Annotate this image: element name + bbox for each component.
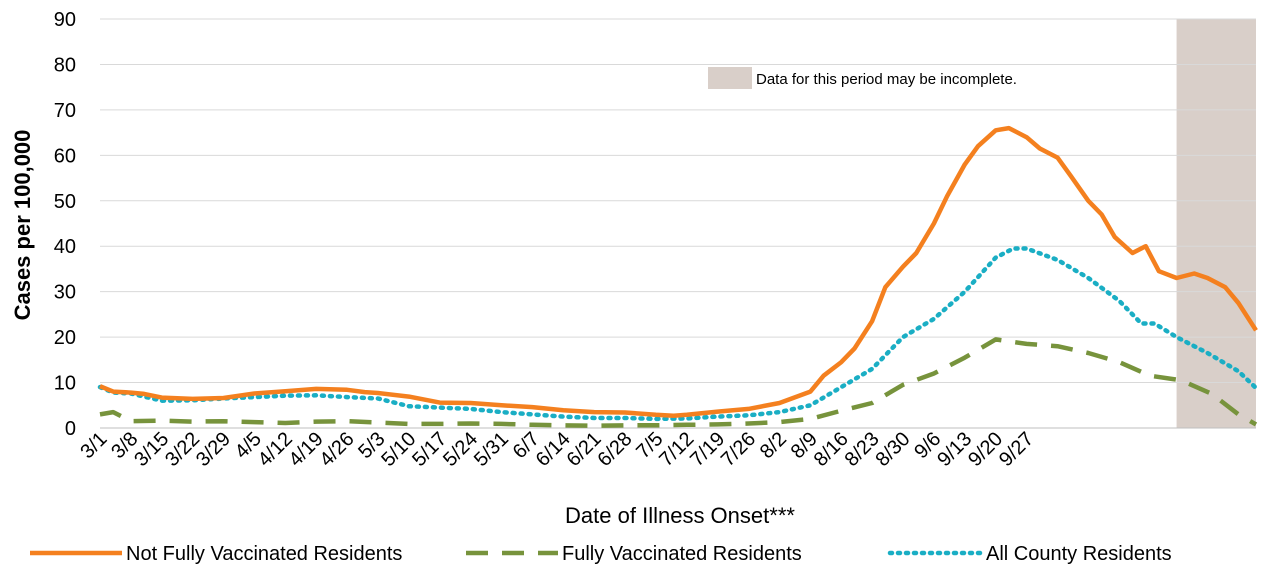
x-tick-label: 7/26 xyxy=(717,428,760,471)
y-tick-label: 0 xyxy=(65,418,76,440)
legend: Not Fully Vaccinated Residents Fully Vacc… xyxy=(30,543,1172,565)
series-line-2 xyxy=(97,246,1259,422)
x-tick-label: 5/31 xyxy=(470,428,513,471)
x-tick-label: 4/26 xyxy=(316,428,359,471)
x-tick-label: 8/30 xyxy=(871,428,914,471)
y-axis-label: Cases per 100,000 xyxy=(10,130,35,321)
incomplete-period-shading xyxy=(1176,19,1256,428)
series-line-0 xyxy=(99,125,1258,418)
x-tick-label: 3/1 xyxy=(76,428,111,463)
gridlines xyxy=(100,18,1256,429)
y-tick-label: 80 xyxy=(54,54,76,76)
y-tick-label: 50 xyxy=(54,191,76,213)
x-tick-label: 6/28 xyxy=(593,428,636,471)
x-tick-label: 3/29 xyxy=(192,428,235,471)
y-tick-label: 60 xyxy=(54,145,76,167)
x-axis-ticks: 3/13/83/153/223/294/54/124/194/265/35/10… xyxy=(76,428,1038,471)
y-tick-label: 90 xyxy=(54,9,76,31)
shaded-note-swatch xyxy=(708,67,752,89)
y-axis-ticks: 0 10 20 30 40 50 60 70 80 90 xyxy=(54,9,76,440)
y-tick-label: 10 xyxy=(54,373,76,395)
legend-label-1: Fully Vaccinated Residents xyxy=(562,543,802,565)
x-axis-label: Date of Illness Onset*** xyxy=(565,503,795,528)
y-tick-label: 20 xyxy=(54,327,76,349)
shaded-region xyxy=(1176,19,1256,428)
shaded-note: Data for this period may be incomplete. xyxy=(708,67,1017,89)
y-tick-label: 70 xyxy=(54,100,76,122)
legend-label-2: All County Residents xyxy=(986,543,1172,565)
x-tick-label: 8/2 xyxy=(756,428,791,463)
y-tick-label: 40 xyxy=(54,236,76,258)
legend-label-0: Not Fully Vaccinated Residents xyxy=(126,543,402,565)
y-tick-label: 30 xyxy=(54,282,76,304)
series-lines xyxy=(97,125,1259,428)
shaded-note-text: Data for this period may be incomplete. xyxy=(756,71,1017,88)
x-tick-label: 9/27 xyxy=(995,428,1038,471)
